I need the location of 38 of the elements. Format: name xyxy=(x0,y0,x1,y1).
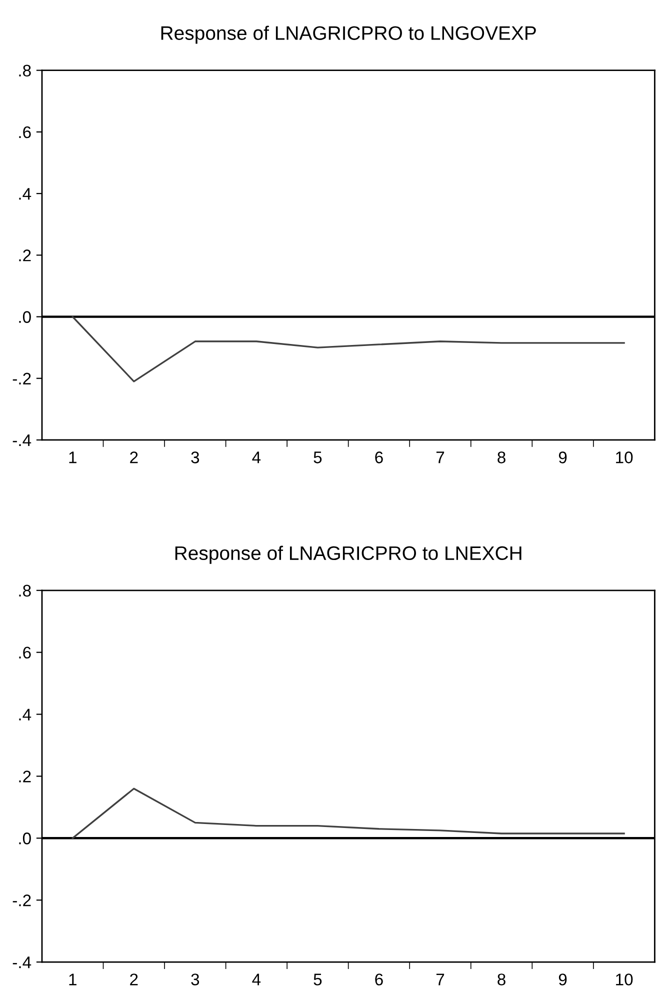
x-tick-label: 4 xyxy=(252,452,261,464)
x-tick-label: 2 xyxy=(130,974,138,986)
x-tick-label: 1 xyxy=(69,452,76,464)
y-tick-label: -.2 xyxy=(12,894,31,906)
x-tick-label: 4 xyxy=(252,974,261,986)
y-tick-label: -.4 xyxy=(12,434,32,446)
y-tick-label: .6 xyxy=(19,646,31,659)
y-tick-label: .2 xyxy=(19,770,31,782)
x-tick-label: 7 xyxy=(436,974,444,986)
y-tick-label: -.4 xyxy=(12,956,32,968)
x-tick-label: 8 xyxy=(498,452,506,464)
x-tick-label: 1 xyxy=(69,974,76,986)
x-tick-label: 7 xyxy=(436,452,444,464)
x-tick-label: 9 xyxy=(558,452,567,464)
x-tick-label: 2 xyxy=(130,452,138,464)
x-tick-label: 5 xyxy=(314,974,322,986)
y-tick-label: .4 xyxy=(19,188,32,200)
y-tick-label: .0 xyxy=(19,832,31,844)
x-tick-label: 6 xyxy=(375,452,383,464)
x-tick-label: 10 xyxy=(616,974,633,986)
line-series xyxy=(72,788,625,839)
y-tick-label: .2 xyxy=(19,250,31,262)
y-tick-label: .0 xyxy=(19,311,31,323)
y-tick-label: -.2 xyxy=(12,372,31,384)
chart-title: Response of LNAGRICPRO to LNEXCH xyxy=(175,546,522,564)
y-tick-label: .4 xyxy=(19,708,32,720)
x-tick-label: 8 xyxy=(498,974,506,986)
x-tick-label: 5 xyxy=(314,452,322,464)
x-tick-label: 9 xyxy=(558,974,567,986)
x-tick-label: 3 xyxy=(191,452,200,464)
x-tick-label: 6 xyxy=(375,974,383,986)
chart-title: Response of LNAGRICPRO to LNGOVEXP xyxy=(161,26,536,44)
x-tick-label: 10 xyxy=(616,452,633,464)
y-tick-label: .8 xyxy=(19,64,31,77)
x-tick-label: 3 xyxy=(191,974,200,986)
line-series xyxy=(72,316,625,382)
y-tick-label: .8 xyxy=(19,584,31,597)
y-tick-label: .6 xyxy=(19,126,31,138)
